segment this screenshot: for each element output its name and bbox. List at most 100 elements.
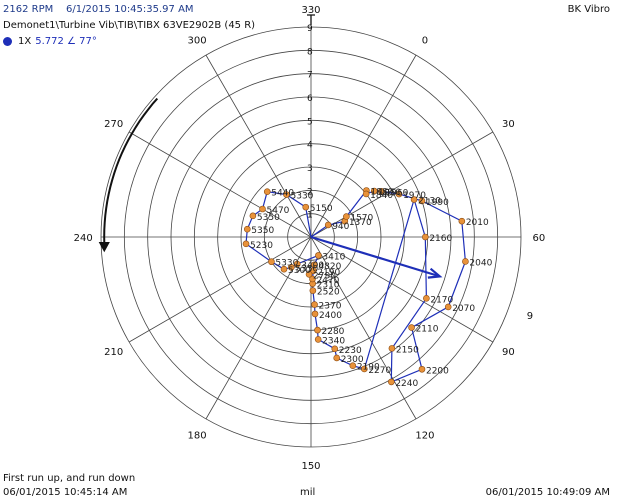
- point-label-2470: 2470: [316, 276, 339, 286]
- marker-2270: [361, 365, 368, 373]
- point-label-2230: 2230: [339, 346, 362, 356]
- point-label-2270: 2270: [368, 366, 391, 376]
- point-label-5470: 5470: [267, 206, 290, 216]
- marker-1960: [378, 187, 385, 195]
- marker-2110: [408, 324, 415, 331]
- legend-dot-icon: [3, 37, 12, 46]
- point-label-5330: 5330: [275, 259, 298, 269]
- angle-label-180: 180: [188, 430, 207, 441]
- point-label-2150: 2150: [396, 345, 419, 355]
- point-label-1970: 1970: [403, 191, 426, 201]
- ring-label-1: 1: [307, 211, 313, 221]
- marker-2010: [458, 217, 466, 225]
- point-label-5350: 5350: [251, 226, 274, 236]
- marker-1570: [343, 213, 350, 220]
- marker-5350: [288, 264, 295, 271]
- marker-2240: [388, 378, 395, 386]
- outer-scale-label: 9: [527, 311, 533, 322]
- ring-label-8: 8: [307, 47, 313, 57]
- rotation-direction-arrowhead-icon: [98, 242, 110, 253]
- angle-label-150: 150: [301, 461, 320, 472]
- marker-2400: [311, 310, 319, 318]
- marker-5440: [263, 188, 271, 195]
- point-label-2400: 2400: [319, 311, 342, 321]
- rotation-direction-arrow: [103, 97, 159, 245]
- marker-2160: [422, 233, 429, 241]
- marker-5150: [302, 203, 310, 211]
- marker-2190: [349, 362, 357, 370]
- point-label-940: 940: [332, 222, 349, 232]
- marker-2370: [311, 301, 318, 308]
- ring-label-4: 4: [307, 141, 313, 151]
- rpm-readout: 2162 RPM: [3, 4, 54, 15]
- marker-1840: [362, 190, 370, 198]
- marker-5330: [283, 191, 290, 198]
- point-label-2070: 2070: [452, 304, 475, 314]
- point-label-2370: 2370: [319, 302, 342, 312]
- point-label-2130: 2130: [418, 196, 441, 206]
- point-label-5440: 5440: [271, 189, 294, 199]
- run-note: First run up, and run down: [3, 473, 136, 484]
- point-label-5350: 5350: [295, 264, 318, 274]
- marker-2340: [314, 336, 322, 343]
- ring-label-2: 2: [307, 187, 313, 197]
- point-label-5330: 5330: [291, 192, 314, 202]
- grid-spoke-0: [310, 54, 417, 238]
- ring-label-7: 7: [307, 71, 313, 81]
- grid-spoke-270: [128, 131, 312, 238]
- ring-label-6: 6: [307, 94, 313, 104]
- ring-label-5: 5: [307, 117, 313, 127]
- marker-5350: [249, 212, 257, 220]
- marker-2280: [314, 326, 321, 334]
- point-label-1990: 1990: [426, 198, 449, 208]
- point-label-2160: 2160: [429, 234, 452, 244]
- current-vector-arrowhead: [427, 267, 443, 279]
- point-label-2280: 2280: [322, 327, 345, 337]
- grid-spoke-120: [310, 236, 417, 420]
- angle-label-60: 60: [532, 233, 545, 244]
- point-label-2200: 2200: [426, 366, 449, 376]
- marker-5470: [259, 205, 266, 213]
- marker-2070: [444, 303, 452, 311]
- legend-label: 1X: [18, 36, 32, 47]
- point-label-4820: 4820: [318, 262, 341, 272]
- marker-3410: [315, 252, 322, 259]
- point-label-5350: 5350: [257, 213, 280, 223]
- grid-spoke-300: [205, 54, 312, 238]
- marker-2790: [305, 270, 313, 278]
- angle-label-90: 90: [502, 347, 515, 358]
- point-label-2520: 2520: [317, 288, 340, 298]
- angle-label-120: 120: [415, 430, 434, 441]
- point-label-2190: 2190: [317, 268, 340, 278]
- marker-4820: [311, 261, 318, 269]
- marker-2230: [331, 345, 339, 353]
- polar-grid: [100, 26, 522, 448]
- marker-2170: [423, 295, 430, 302]
- point-label-2010: 2010: [466, 218, 489, 228]
- point-label-1880: 1880: [370, 188, 393, 198]
- marker-2300: [333, 354, 341, 362]
- start-time: 06/01/2015 10:45:14 AM: [3, 487, 128, 498]
- marker-2200: [418, 365, 426, 373]
- grid-spoke-30: [310, 131, 494, 238]
- grid-spoke-90: [310, 236, 494, 343]
- point-label-2240: 2240: [395, 379, 418, 389]
- point-label-2310: 2310: [317, 281, 340, 291]
- grid-spoke-210: [128, 236, 312, 343]
- marker-2040: [462, 258, 469, 265]
- point-label-2040: 2040: [469, 258, 492, 268]
- marker-5350: [244, 225, 251, 233]
- end-time: 06/01/2015 10:49:09 AM: [485, 487, 610, 498]
- point-label-5230: 5230: [250, 241, 273, 251]
- marker-1990: [418, 197, 426, 205]
- point-label-5300: 5300: [288, 266, 311, 276]
- legend[interactable]: 1X 5.772 ∠ 77°: [3, 36, 97, 47]
- unit-label: mil: [300, 487, 316, 498]
- angle-label-0: 0: [422, 36, 428, 47]
- current-vector: [310, 235, 441, 278]
- legend-value: 5.772 ∠ 77°: [35, 36, 97, 47]
- timestamp: 6/1/2015 10:45:35.97 AM: [66, 4, 194, 15]
- point-label-3400: 3400: [301, 261, 324, 271]
